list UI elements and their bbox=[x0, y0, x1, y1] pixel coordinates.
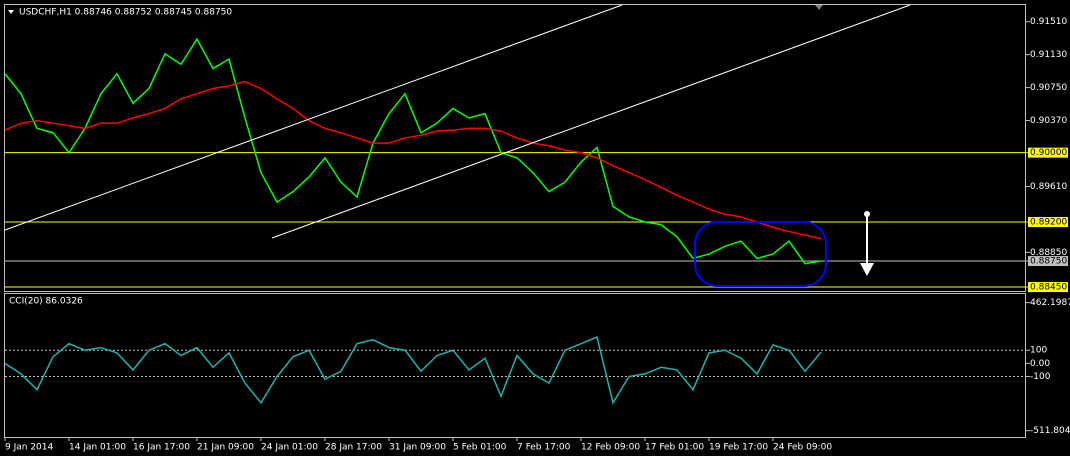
shift-marker bbox=[815, 5, 823, 10]
chart-title: USDCHF,H1 0.88746 0.88752 0.88745 0.8875… bbox=[19, 8, 232, 18]
price-level-label-bg bbox=[1028, 256, 1068, 267]
y-tick-label: 100 bbox=[1030, 346, 1047, 356]
indicator-title: CCI(20) 86.0326 bbox=[9, 297, 83, 307]
series-line bbox=[4, 336, 822, 405]
x-tick-label: 28 Jan 17:00 bbox=[325, 443, 382, 453]
y-tick-label: 0.00 bbox=[1030, 359, 1050, 369]
down-arrow-head bbox=[860, 263, 874, 276]
y-tick-label: -511.8047 bbox=[1030, 426, 1070, 436]
y-tick-label: 0.90370 bbox=[1030, 116, 1067, 126]
series-line bbox=[4, 37, 822, 265]
y-tick-label: 0.89610 bbox=[1030, 182, 1067, 192]
x-tick-label: 16 Jan 17:00 bbox=[133, 443, 190, 453]
y-tick-label: 0.91510 bbox=[1030, 17, 1067, 27]
x-tick-label: 12 Feb 09:00 bbox=[581, 443, 640, 453]
main-panel-frame bbox=[4, 4, 1026, 292]
channel-line bbox=[4, 4, 623, 231]
x-tick-label: 19 Feb 17:00 bbox=[709, 443, 768, 453]
x-tick-label: 24 Jan 01:00 bbox=[261, 443, 318, 453]
x-tick-label: 17 Feb 01:00 bbox=[645, 443, 704, 453]
menu-triangle bbox=[8, 10, 14, 14]
y-tick-label: 0.88450 bbox=[1030, 283, 1067, 293]
y-tick-label: 0.90750 bbox=[1030, 83, 1067, 93]
x-tick-label: 24 Feb 09:00 bbox=[773, 443, 832, 453]
x-tick-label: 31 Jan 09:00 bbox=[389, 443, 446, 453]
channel-line bbox=[271, 4, 911, 239]
y-tick-label: 0.88750 bbox=[1030, 257, 1067, 267]
x-tick-label: 9 Jan 2014 bbox=[5, 443, 53, 453]
indicator-panel-frame bbox=[4, 293, 1026, 438]
price-level-label-bg bbox=[1028, 217, 1068, 228]
x-tick-label: 5 Feb 01:00 bbox=[453, 443, 507, 453]
series-line bbox=[4, 80, 822, 240]
y-tick-label: 0.90000 bbox=[1030, 148, 1067, 158]
y-tick-label: 0.89200 bbox=[1030, 218, 1067, 228]
y-tick-label: -100 bbox=[1030, 372, 1051, 382]
x-tick-label: 14 Jan 01:00 bbox=[69, 443, 126, 453]
price-level-label-bg bbox=[1028, 282, 1068, 293]
y-tick-label: 0.88850 bbox=[1030, 248, 1067, 258]
y-tick-label: 0.91130 bbox=[1030, 50, 1067, 60]
price-level-label-bg bbox=[1028, 147, 1068, 158]
x-tick-label: 21 Jan 09:00 bbox=[197, 443, 254, 453]
y-tick-label: 462.1987 bbox=[1030, 298, 1070, 308]
highlight-box bbox=[694, 221, 827, 287]
x-tick-label: 7 Feb 17:00 bbox=[517, 443, 571, 453]
